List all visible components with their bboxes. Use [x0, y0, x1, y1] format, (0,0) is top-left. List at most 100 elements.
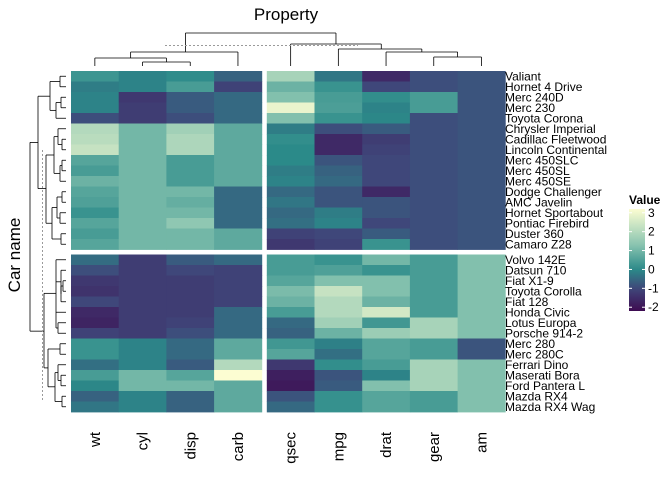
row-label: Lotus Europa [505, 316, 577, 330]
heatmap-cell [166, 359, 215, 371]
heatmap-cell [457, 228, 506, 240]
heatmap-cell [409, 123, 458, 135]
row-dendrogram [29, 75, 66, 408]
row-label: Hornet 4 Drive [505, 80, 583, 94]
chart-title: Property [254, 5, 319, 24]
heatmap-cell [166, 286, 215, 297]
heatmap-cell [71, 380, 120, 392]
heatmap-cell [266, 359, 315, 371]
heatmap-cell [266, 328, 315, 339]
heatmap-cell [314, 218, 363, 229]
heatmap-cell [214, 228, 263, 240]
heatmap-cell [214, 144, 263, 156]
heatmap-cell [362, 134, 411, 145]
heatmap-cell [314, 92, 363, 103]
row-label: Ford Pantera L [505, 379, 585, 393]
heatmap-cell [266, 176, 315, 187]
heatmap-cell [118, 134, 167, 145]
heatmap-cell [266, 401, 315, 413]
heatmap-cell [266, 165, 315, 177]
heatmap-cell [457, 359, 506, 371]
heatmap-cell [214, 380, 263, 392]
heatmap-cell [314, 144, 363, 156]
heatmap-cell [118, 370, 167, 381]
heatmap-cell [314, 401, 363, 413]
row-label: Fiat X1-9 [505, 274, 554, 288]
column-label: drat [378, 431, 395, 458]
heatmap-cell [457, 155, 506, 166]
row-label: Merc 450SL [505, 164, 570, 178]
heatmap-cell [409, 296, 458, 308]
heatmap-cell [214, 176, 263, 187]
row-label: Pontiac Firebird [505, 216, 589, 230]
legend-tick-label: -1 [648, 281, 659, 295]
heatmap-cell [266, 113, 315, 124]
heatmap-cell [118, 186, 167, 198]
legend-tick-label: 0 [648, 262, 655, 276]
heatmap-cell [166, 265, 215, 276]
heatmap-cell [362, 391, 411, 402]
heatmap-cell [214, 296, 263, 308]
heatmap-cell [214, 275, 263, 287]
heatmap-cell [457, 307, 506, 318]
heatmap-cell [457, 296, 506, 308]
heatmap-cell [118, 165, 167, 177]
heatmap-cell [314, 391, 363, 402]
heatmap-cell [118, 144, 167, 156]
heatmap-cell [214, 102, 263, 114]
row-label: Merc 240D [505, 90, 564, 104]
heatmap-cell [71, 155, 120, 166]
heatmap-cell [409, 165, 458, 177]
heatmap-cell [362, 349, 411, 360]
heatmap-cell [71, 134, 120, 145]
heatmap-cell [166, 317, 215, 329]
heatmap-cell [118, 380, 167, 392]
heatmap-cell [166, 186, 215, 198]
heatmap-cell [118, 349, 167, 360]
heatmap-cell [314, 155, 363, 166]
heatmap-cell [214, 186, 263, 198]
heatmap-cell [266, 239, 315, 250]
heatmap-cell [457, 349, 506, 360]
heatmap-cell [118, 71, 167, 82]
heatmap-cell [362, 359, 411, 371]
heatmap-cell [266, 207, 315, 219]
heatmap-cell [314, 102, 363, 114]
heatmap-cell [166, 328, 215, 339]
heatmap-cell [457, 186, 506, 198]
heatmap-cell [266, 391, 315, 402]
heatmap-cell [409, 134, 458, 145]
column-dendrogram [94, 32, 482, 66]
heatmap-cell [457, 92, 506, 103]
heatmap-cell [214, 359, 263, 371]
heatmap-cell [457, 123, 506, 135]
heatmap-cell [118, 92, 167, 103]
heatmap-cell [71, 286, 120, 297]
row-label: Fiat 128 [505, 295, 549, 309]
heatmap-cell [457, 265, 506, 276]
heatmap-cell [314, 165, 363, 177]
heatmap-cell [118, 81, 167, 93]
heatmap-cell [118, 275, 167, 287]
heatmap-cell [71, 391, 120, 402]
heatmap-cell [314, 123, 363, 135]
heatmap-cell [214, 123, 263, 135]
heatmap-cell [362, 197, 411, 208]
heatmap-cell [166, 254, 215, 266]
heatmap-cell [314, 338, 363, 350]
heatmap-cell [362, 328, 411, 339]
heatmap-cell [409, 197, 458, 208]
heatmap-cell [314, 296, 363, 308]
column-label: mpg [330, 432, 347, 461]
row-label: Mazda RX4 Wag [505, 400, 595, 414]
heatmap-cell [118, 123, 167, 135]
heatmap-cell [118, 359, 167, 371]
row-label: Duster 360 [505, 227, 564, 241]
heatmap-cell [71, 328, 120, 339]
heatmap-cell [457, 380, 506, 392]
heatmap-cell [166, 165, 215, 177]
heatmap-cell [118, 207, 167, 219]
heatmap-cell [71, 370, 120, 381]
column-label: wt [87, 431, 104, 448]
heatmap-cell [214, 349, 263, 360]
